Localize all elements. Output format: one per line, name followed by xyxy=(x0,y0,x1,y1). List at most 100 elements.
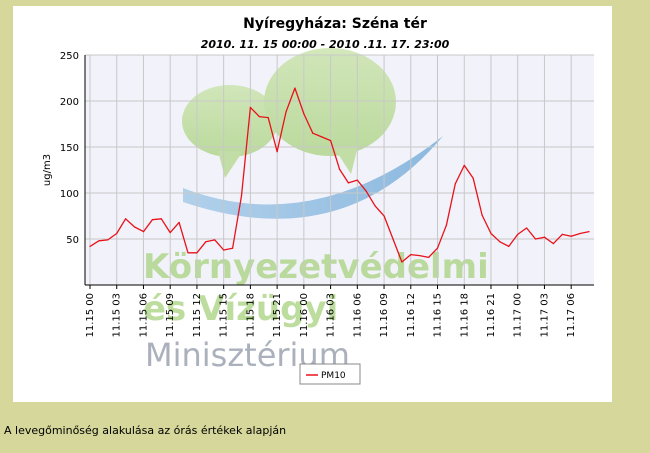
axes xyxy=(84,55,594,289)
data-point xyxy=(223,249,225,251)
data-point xyxy=(579,232,581,235)
data-point xyxy=(561,233,563,235)
data-point xyxy=(329,139,332,142)
data-point xyxy=(410,254,412,256)
data-point xyxy=(490,232,492,235)
data-point xyxy=(454,183,456,185)
watermark-line2: és Vízügyi xyxy=(143,289,338,329)
x-tick-label: 11.16 03 xyxy=(326,293,337,338)
x-tick-label: 11.16 12 xyxy=(406,293,417,338)
data-point xyxy=(436,247,439,249)
x-tick-label: 11.15 15 xyxy=(219,293,230,338)
data-point xyxy=(187,252,189,254)
data-point xyxy=(285,111,287,113)
series-layer xyxy=(89,87,590,263)
x-tick-label: 11.16 09 xyxy=(379,293,390,338)
watermark-bubble-large xyxy=(264,48,396,156)
data-point xyxy=(178,221,180,224)
data-point xyxy=(428,256,430,258)
data-point xyxy=(116,232,118,235)
x-tick-label: 11.15 21 xyxy=(272,293,283,338)
x-tick-label: 11.16 06 xyxy=(352,293,363,338)
data-point xyxy=(303,113,305,115)
data-point xyxy=(392,238,394,240)
x-tick-label: 11.15 18 xyxy=(245,293,256,338)
data-point xyxy=(401,261,403,263)
x-tick-label: 11.17 00 xyxy=(513,293,524,338)
chart-subtitle: 2010. 11. 15 00:00 - 2010 .11. 17. 23:00 xyxy=(201,38,450,51)
data-point xyxy=(214,239,216,241)
pm10-line-chart: Környezetvédelmi és Vízügyi Minisztérium… xyxy=(42,16,594,385)
data-point xyxy=(499,241,501,243)
data-point xyxy=(294,87,296,89)
x-tick-label: 11.15 12 xyxy=(192,293,203,338)
data-point xyxy=(267,116,269,119)
x-tick-label: 11.15 00 xyxy=(85,293,96,338)
data-point xyxy=(160,218,162,220)
watermark-bubble-large-tail xyxy=(333,146,358,174)
x-tick-labels: 11.15 00 11.15 03 11.15 06 11.15 09 11.15 12… xyxy=(85,293,577,338)
x-tick-label: 11.16 21 xyxy=(486,293,497,338)
data-point xyxy=(419,254,421,257)
data-point xyxy=(472,177,474,179)
data-point xyxy=(356,179,358,181)
x-tick-label: 11.17 03 xyxy=(539,293,550,338)
x-tick-label: 11.16 00 xyxy=(299,293,310,338)
data-point xyxy=(142,231,145,233)
data-point xyxy=(205,241,207,243)
data-point xyxy=(481,214,483,216)
chart-panel: Környezetvédelmi és Vízügyi Minisztérium… xyxy=(13,6,612,402)
data-point xyxy=(249,106,251,109)
data-point xyxy=(365,190,367,192)
data-point xyxy=(89,245,91,247)
data-point xyxy=(588,231,590,233)
data-point xyxy=(552,243,554,245)
y-tick-label: 50 xyxy=(66,235,79,246)
data-point xyxy=(347,182,350,184)
y-tick-label: 150 xyxy=(60,143,79,154)
data-point xyxy=(125,218,127,220)
x-tick-label: 11.16 15 xyxy=(433,293,444,338)
data-point xyxy=(570,235,572,237)
chart-title: Nyíregyháza: Széna tér xyxy=(243,16,427,32)
watermark-line1: Környezetvédelmi xyxy=(143,247,489,287)
y-axis-label: ug/m3 xyxy=(42,154,53,186)
data-point xyxy=(107,239,109,241)
data-point xyxy=(240,195,243,197)
data-point xyxy=(321,136,323,138)
data-point xyxy=(463,164,465,166)
data-point xyxy=(526,227,528,229)
legend-box xyxy=(299,363,361,385)
data-point xyxy=(151,219,153,221)
data-point xyxy=(374,205,376,207)
data-point xyxy=(98,240,100,242)
data-point xyxy=(517,233,519,235)
x-tick-label: 11.15 03 xyxy=(112,293,123,338)
legend: PM10 xyxy=(299,363,361,385)
data-point xyxy=(534,238,537,240)
watermark-bubble-small-tail xyxy=(218,151,243,178)
x-tick-label: 11.17 06 xyxy=(566,293,577,338)
data-point xyxy=(383,215,385,217)
data-point xyxy=(338,168,341,170)
data-point xyxy=(445,224,448,226)
watermark-swoosh xyxy=(183,136,443,219)
data-point xyxy=(258,116,260,118)
data-point xyxy=(312,132,314,134)
data-point xyxy=(133,226,136,228)
y-tick-labels: 50 100 150 200 250 xyxy=(60,51,79,246)
y-tick-label: 200 xyxy=(60,97,79,108)
data-point xyxy=(543,236,546,238)
x-tick-label: 11.16 18 xyxy=(459,293,470,338)
data-point xyxy=(276,151,278,153)
x-tick-label: 11.15 09 xyxy=(165,293,176,338)
legend-label-pm10: PM10 xyxy=(321,371,346,381)
x-tick-label: 11.15 06 xyxy=(138,293,149,338)
data-point xyxy=(508,245,510,247)
data-point xyxy=(169,231,171,234)
watermark-logo: Környezetvédelmi és Vízügyi Minisztérium xyxy=(143,48,489,374)
y-tick-label: 100 xyxy=(60,189,79,200)
caption-text: A levegőminőség alakulása az órás értéke… xyxy=(4,424,287,437)
y-tick-label: 250 xyxy=(60,51,79,62)
data-point xyxy=(231,247,234,249)
